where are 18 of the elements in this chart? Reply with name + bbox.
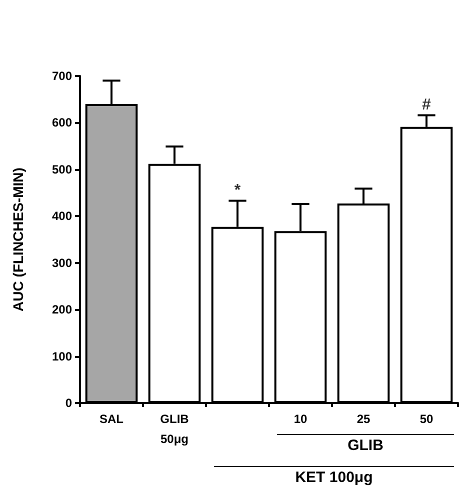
x-tick-label: 25: [356, 412, 370, 426]
y-tick-label: 0: [65, 396, 72, 410]
x-tick-label: 10: [294, 412, 308, 426]
y-tick-label: 200: [52, 302, 72, 317]
x-tick-label: SAL: [100, 412, 124, 426]
text: KET 100μg: [214, 466, 454, 486]
x-tick-label: 50: [420, 412, 434, 426]
annotation: #: [422, 96, 432, 114]
y-tick-label: 400: [52, 209, 72, 224]
y-tick-label: 500: [52, 162, 72, 176]
x-tick-label: GLIB 50μg: [160, 412, 190, 446]
text: GLIB: [277, 434, 454, 454]
y-axis-title: AUC (FLINCHES-MIN): [10, 168, 26, 312]
y-tick-label: 700: [52, 69, 72, 83]
y-tick-label: 600: [52, 116, 72, 130]
annotation: *: [234, 182, 242, 200]
y-tick-label: 300: [52, 256, 72, 270]
y-tick-label: 100: [52, 349, 72, 364]
